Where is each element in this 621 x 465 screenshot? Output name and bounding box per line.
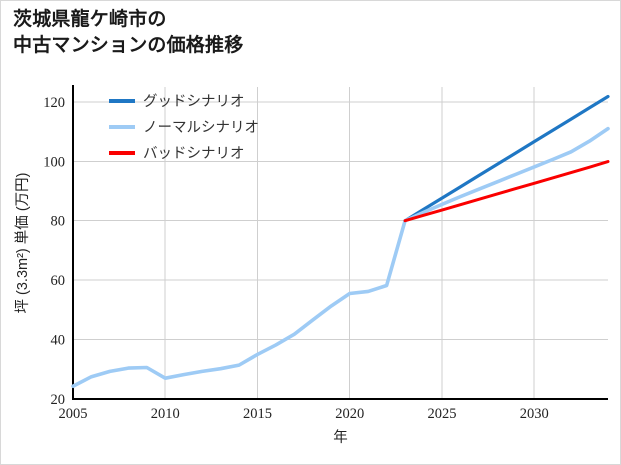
x-tick-label: 2030 xyxy=(520,406,549,422)
x-tick-label: 2015 xyxy=(243,406,272,422)
y-axis-tick-labels: 20 40 60 80 100 120 xyxy=(43,95,65,408)
series-line xyxy=(403,94,610,223)
y-tick-label: 60 xyxy=(51,273,66,289)
legend-label: グッドシナリオ xyxy=(143,93,245,110)
y-tick-label: 40 xyxy=(51,333,66,349)
series-line xyxy=(71,126,610,389)
x-tick-label: 2020 xyxy=(335,406,364,422)
x-axis-title: 年 xyxy=(333,429,348,446)
y-tick-label: 100 xyxy=(43,154,65,170)
series-line xyxy=(403,160,610,223)
x-tick-label: 2005 xyxy=(59,406,88,422)
axes-group xyxy=(72,85,608,400)
legend-label: ノーマルシナリオ xyxy=(143,120,259,136)
x-tick-label: 2025 xyxy=(427,406,456,422)
legend-label: バッドシナリオ xyxy=(143,146,245,162)
x-axis-tick-labels: 2005 2010 2015 2020 2025 2030 xyxy=(59,406,549,422)
y-axis-title: 坪 (3.3m²) 単価 (万円) xyxy=(14,173,31,314)
series-group xyxy=(71,94,610,389)
axis-titles-group: 年 坪 (3.3m²) 単価 (万円) xyxy=(14,173,348,446)
y-tick-label: 120 xyxy=(43,95,65,111)
x-tick-label: 2010 xyxy=(151,406,180,422)
y-tick-label: 20 xyxy=(51,392,66,408)
y-tick-label: 80 xyxy=(51,214,66,230)
page-title: 茨城県龍ケ崎市の 中古マンションの価格推移 xyxy=(13,9,244,57)
